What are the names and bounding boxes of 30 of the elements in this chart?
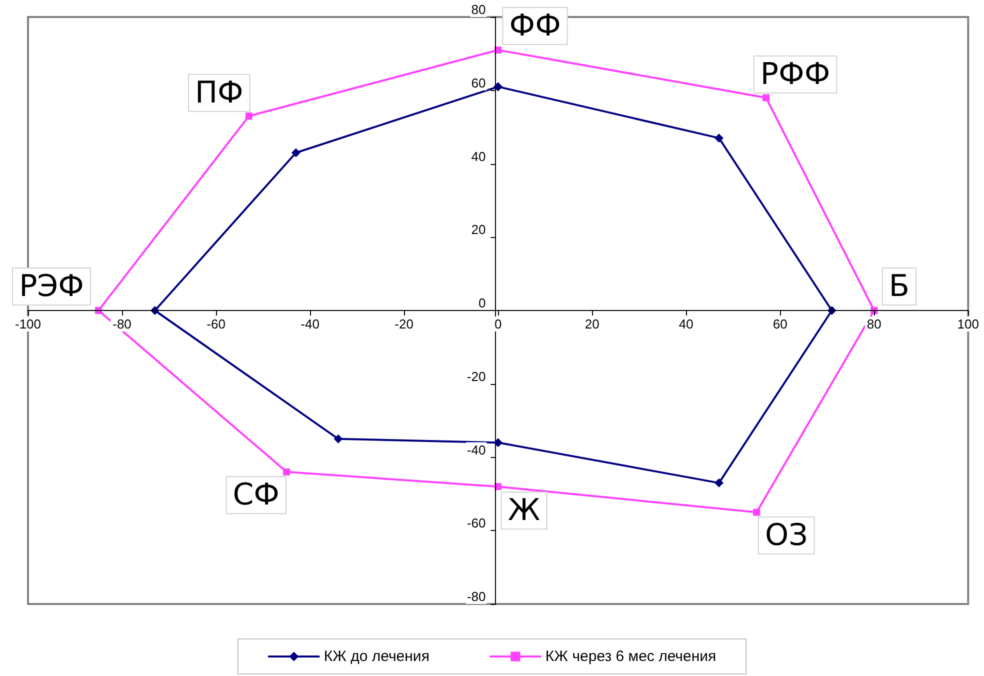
legend-label: КЖ через 6 мес лечения: [545, 648, 716, 665]
x-tick-label: -100: [14, 316, 42, 332]
x-tick-label: 100: [957, 316, 980, 332]
annotation: РЭФ: [19, 269, 84, 304]
annotation: ФФ: [509, 8, 561, 44]
y-tick-label: -80: [466, 589, 486, 604]
y-tick-label: -40: [466, 442, 486, 458]
y-tick-label: -60: [466, 516, 486, 531]
y-tick-label: 80: [471, 2, 486, 17]
x-tick-label: -40: [300, 316, 320, 332]
y-tick-label: 0: [478, 296, 486, 310]
x-tick-label: 40: [678, 316, 694, 332]
annotation: ПФ: [194, 75, 244, 110]
annotation: СФ: [232, 478, 280, 513]
y-tick-label: 20: [471, 222, 486, 238]
annotation: Ж: [508, 493, 540, 528]
x-tick-label: 0: [494, 316, 502, 332]
y-tick-label: 60: [471, 75, 486, 90]
x-tick-label: 80: [866, 316, 882, 332]
x-tick-label: -60: [206, 316, 226, 332]
annotation: Б: [888, 269, 910, 304]
annotation: ОЗ: [764, 518, 808, 554]
annotation: РФФ: [760, 56, 830, 92]
y-tick-label: -20: [466, 368, 486, 384]
x-tick-label: -20: [394, 316, 414, 332]
legend-label: КЖ до лечения: [324, 648, 430, 665]
y-tick-label: 40: [471, 148, 486, 164]
x-tick-label: 20: [584, 316, 600, 332]
x-tick-label: -80: [112, 316, 132, 332]
x-tick-label: 60: [772, 316, 788, 332]
